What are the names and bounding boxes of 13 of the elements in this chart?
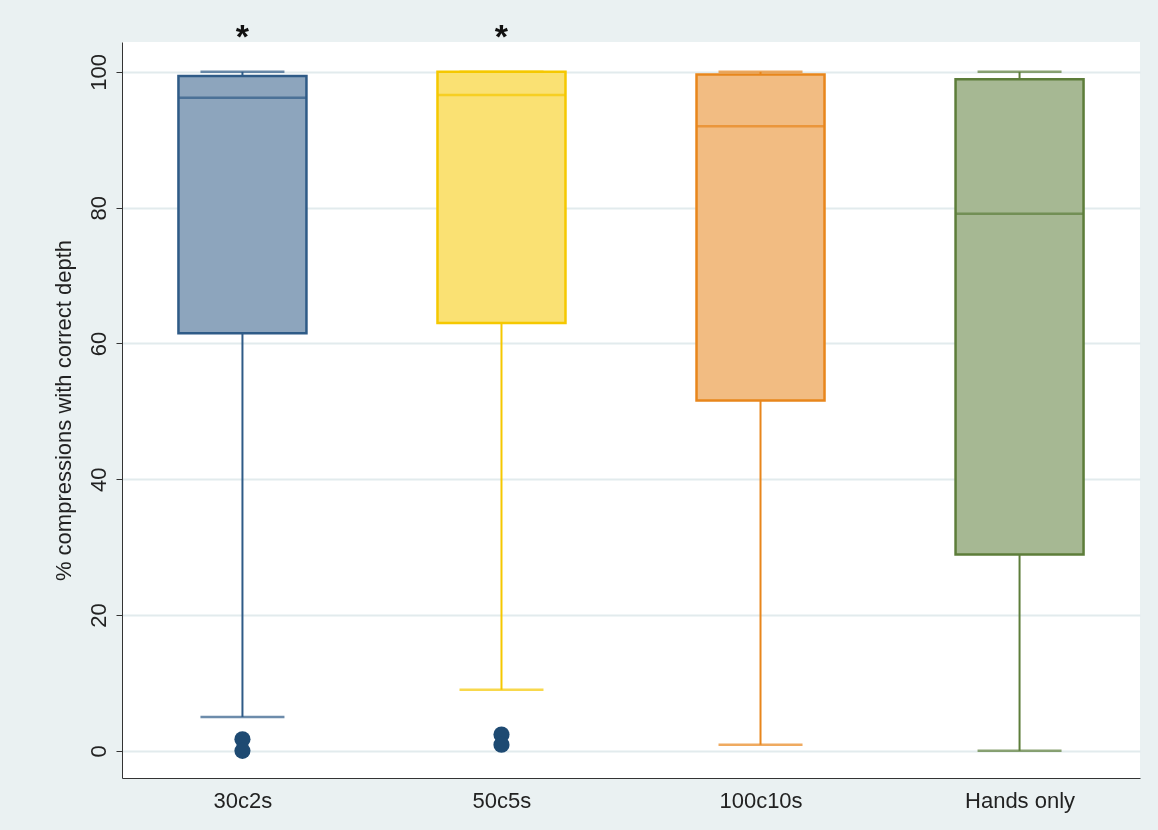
y-tick-label: 0 <box>85 745 111 758</box>
x-tick-label: 30c2s <box>213 787 273 813</box>
y-tick-label: 20 <box>85 603 111 628</box>
x-tick-label: 50c5s <box>472 787 532 813</box>
x-tick-label: 100c10s <box>719 787 803 813</box>
y-tick-label: 100 <box>85 54 111 91</box>
x-tick-label: Hands only <box>965 787 1076 813</box>
annotation: * <box>235 17 250 55</box>
y-tick-label: 40 <box>85 467 111 492</box>
y-tick-label: 60 <box>85 331 111 357</box>
y-axis-title: % compressions with correct depth <box>50 239 76 582</box>
y-tick-label: 80 <box>85 195 111 221</box>
annotation: * <box>494 17 509 55</box>
